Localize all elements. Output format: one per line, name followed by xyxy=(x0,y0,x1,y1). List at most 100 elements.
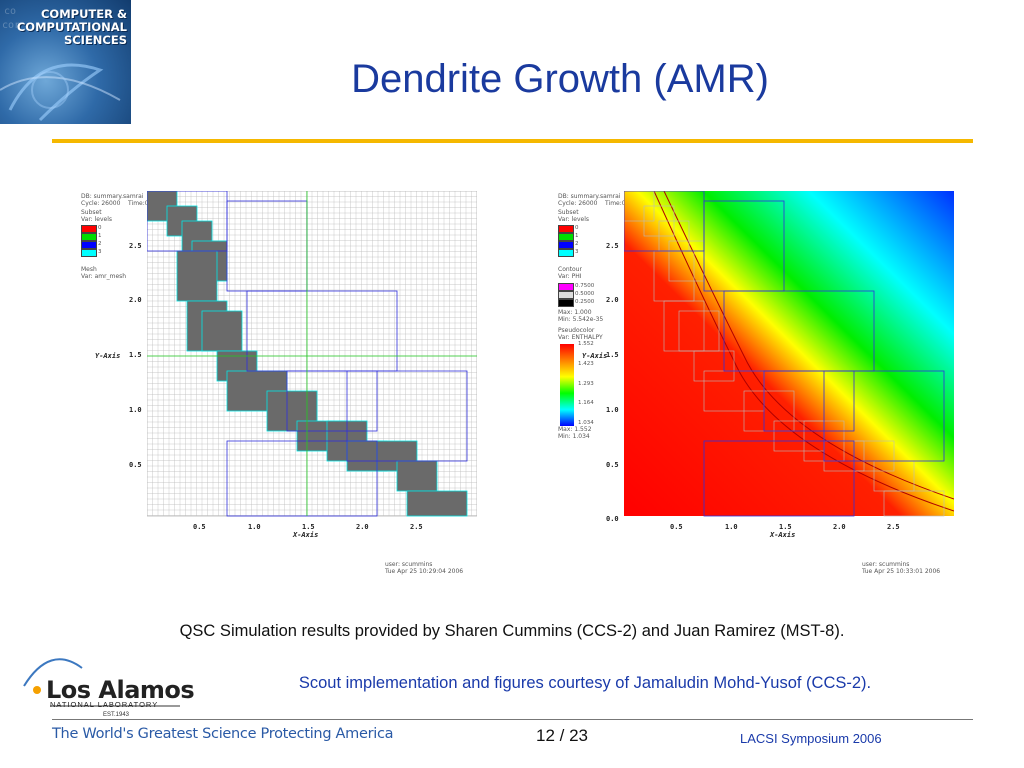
footer-event: LACSI Symposium 2006 xyxy=(740,731,882,746)
left-xtick: 2.5 xyxy=(410,523,423,531)
right-pc-value: 1.034 xyxy=(578,420,594,426)
page-number: 12 / 23 xyxy=(536,726,588,745)
right-level3-label: 3 xyxy=(575,249,579,255)
right-ytick: 1.5 xyxy=(606,351,619,359)
level2-box xyxy=(346,370,468,462)
left-mesh-plot: DB: summary.samrai Cycle: 26000 Time:0.2… xyxy=(75,188,480,583)
left-mesh-var: Var: amr_mesh xyxy=(81,273,127,280)
right-date-label: Tue Apr 25 10:33:01 2006 xyxy=(862,568,941,575)
right-contour-swatch xyxy=(558,299,574,307)
left-mesh-label: Mesh xyxy=(81,266,97,273)
refined-block xyxy=(201,310,243,352)
left-xtick: 0.5 xyxy=(193,523,206,531)
right-x-axis-label: X-Axis xyxy=(770,531,796,539)
right-ytick: 2.5 xyxy=(606,242,619,250)
left-level2-swatch xyxy=(81,241,97,249)
left-ytick: 0.5 xyxy=(129,461,142,469)
right-ytick: 0.0 xyxy=(606,515,619,523)
right-subset-var: Var: levels xyxy=(558,216,589,223)
right-pc-value: 1.293 xyxy=(578,381,594,387)
left-level1-label: 1 xyxy=(98,233,102,239)
enthalpy-field xyxy=(624,191,954,516)
left-level0-swatch xyxy=(81,225,97,233)
right-user-label: user: scummins xyxy=(862,561,910,568)
left-x-axis-label: X-Axis xyxy=(293,531,319,539)
left-level3-label: 3 xyxy=(98,249,102,255)
lanl-name: Los Alamos xyxy=(46,676,195,704)
title-divider xyxy=(52,139,973,143)
right-subset-label: Subset xyxy=(558,209,579,216)
left-mesh-canvas xyxy=(147,191,477,517)
level2-box xyxy=(823,370,945,462)
right-pc-value: 1.164 xyxy=(578,400,594,406)
right-pseudo-label: Pseudocolor xyxy=(558,327,595,334)
right-contour-max: Max: 1.000 xyxy=(558,309,592,316)
right-level2-swatch xyxy=(558,241,574,249)
right-xtick: 1.5 xyxy=(779,523,792,531)
left-level1-swatch xyxy=(81,233,97,241)
credit-line-1: QSC Simulation results provided by Share… xyxy=(179,622,845,640)
right-level1-label: 1 xyxy=(575,233,579,239)
left-subset-var: Var: levels xyxy=(81,216,112,223)
left-user-label: user: scummins xyxy=(385,561,433,568)
right-contour-var: Var: PHI xyxy=(558,273,582,280)
level2-box xyxy=(286,370,378,432)
right-level3-swatch xyxy=(558,249,574,257)
phi-contour xyxy=(663,191,954,500)
right-contour-level: 0.7500 xyxy=(575,283,595,289)
right-pseudo-var: Var: ENTHALPY xyxy=(558,334,603,341)
right-colorbar xyxy=(560,344,574,426)
right-level1-swatch xyxy=(558,233,574,241)
left-level2-label: 2 xyxy=(98,241,102,247)
credit-line-2: Scout implementation and figures courtes… xyxy=(298,674,872,692)
level2-box xyxy=(226,440,378,517)
right-contour-label: Contour xyxy=(558,266,582,273)
ccs-logo-line3: SCIENCES xyxy=(63,33,127,47)
right-db-label: DB: summary.samrai xyxy=(558,193,621,200)
left-subset-label: Subset xyxy=(81,209,102,216)
left-level0-label: 0 xyxy=(98,225,102,231)
lanl-sub: NATIONAL LABORATORY xyxy=(50,700,159,709)
right-pc-value: 1.552 xyxy=(578,341,594,347)
right-pc-max: Max: 1.552 xyxy=(558,426,592,433)
footer-tagline: The World's Greatest Science Protecting … xyxy=(52,726,394,742)
left-date-label: Tue Apr 25 10:29:04 2006 xyxy=(385,568,464,575)
left-ytick: 2.5 xyxy=(129,242,142,250)
right-contour-min: Min: 5.542e-35 xyxy=(558,316,604,323)
right-contour-swatch xyxy=(558,291,574,299)
left-y-axis-label: Y-Axis xyxy=(95,352,121,360)
right-ytick: 2.0 xyxy=(606,296,619,304)
phi-contour xyxy=(653,191,954,512)
refined-block xyxy=(406,490,468,517)
right-ytick: 0.5 xyxy=(606,461,619,469)
left-ytick: 1.5 xyxy=(129,351,142,359)
left-db-label: DB: summary.samrai xyxy=(81,193,144,200)
ccs-swirl-graphic xyxy=(0,63,121,122)
refined-block xyxy=(396,460,438,492)
left-xtick: 1.5 xyxy=(302,523,315,531)
refined-block xyxy=(693,350,735,382)
right-contour-level: 0.2500 xyxy=(575,299,595,305)
right-contour-swatch xyxy=(558,283,574,291)
left-xtick: 2.0 xyxy=(356,523,369,531)
right-pseudocolor-plot: DB: summary.samrai Cycle: 26000 Time:0.2… xyxy=(552,188,957,583)
right-xtick: 0.5 xyxy=(670,523,683,531)
left-level3-swatch xyxy=(81,249,97,257)
right-level2-label: 2 xyxy=(575,241,579,247)
right-level0-swatch xyxy=(558,225,574,233)
right-pc-min: Min: 1.034 xyxy=(558,433,590,440)
lanl-atom-icon xyxy=(23,658,180,707)
ccs-logo-line1: COMPUTER & xyxy=(40,7,127,21)
ccs-logo-line2: COMPUTATIONAL xyxy=(16,20,127,34)
right-ytick: 1.0 xyxy=(606,406,619,414)
lanl-est: EST.1943 xyxy=(100,712,133,718)
right-y-axis-label: Y-Axis xyxy=(582,352,608,360)
right-level0-label: 0 xyxy=(575,225,579,231)
right-xtick: 2.0 xyxy=(833,523,846,531)
level2-box xyxy=(763,370,855,432)
right-xtick: 1.0 xyxy=(725,523,738,531)
footer-divider xyxy=(52,719,973,720)
left-xtick: 1.0 xyxy=(248,523,261,531)
slide-title: Dendrite Growth (AMR) xyxy=(351,57,769,101)
right-pc-value: 1.423 xyxy=(578,361,594,367)
